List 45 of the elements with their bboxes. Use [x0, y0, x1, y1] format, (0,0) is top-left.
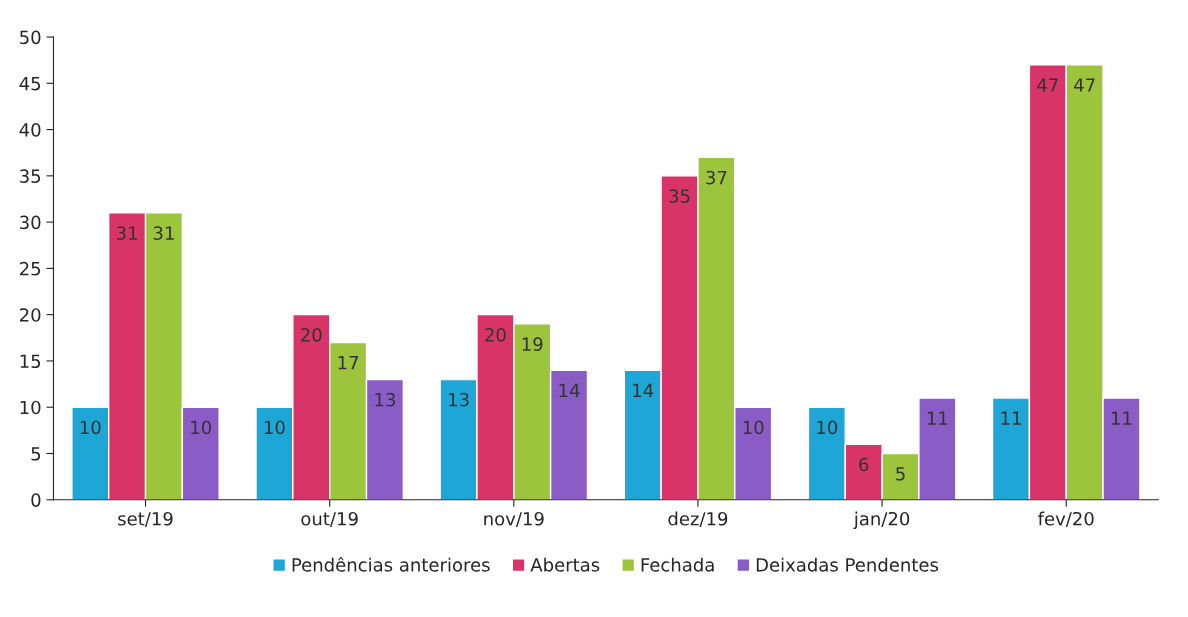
x-tick-label: jan/20 — [853, 511, 910, 530]
data-label: 20 — [301, 328, 322, 342]
data-label: 20 — [485, 328, 506, 342]
data-label: 31 — [153, 226, 174, 240]
data-label: 10 — [264, 420, 285, 435]
data-label: 13 — [449, 392, 469, 407]
data-label: 11 — [1111, 411, 1132, 425]
legend-label: Deixadas Pendentes — [756, 557, 939, 572]
data-label: 35 — [669, 189, 690, 203]
data-label: 31 — [117, 226, 137, 240]
x-tick-label: dez/19 — [668, 511, 728, 527]
y-tick-label: 15 — [20, 354, 41, 369]
x-tick-label: set/19 — [118, 511, 173, 527]
y-tick-label: 10 — [20, 400, 41, 415]
y-tick-label: 0 — [31, 493, 41, 507]
data-label: 6 — [859, 457, 869, 472]
y-tick-label: 30 — [20, 215, 41, 230]
data-label: 17 — [338, 356, 359, 370]
legend-label: Pendências anteriores — [292, 556, 490, 572]
x-tick-label: out/19 — [301, 511, 358, 527]
data-label: 47 — [1037, 78, 1058, 92]
legend-label: Fechada — [641, 557, 714, 572]
data-label: 14 — [559, 383, 580, 397]
data-label: 10 — [80, 420, 101, 435]
data-label: 14 — [633, 383, 654, 397]
data-label: 47 — [1074, 78, 1095, 92]
legend-label: Abertas — [530, 557, 600, 572]
data-label: 37 — [706, 170, 727, 185]
data-label: 10 — [743, 420, 764, 435]
y-tick-label: 40 — [19, 123, 41, 137]
y-tick-label: 50 — [20, 30, 41, 45]
y-tick-label: 35 — [20, 169, 41, 183]
data-label: 19 — [522, 337, 543, 351]
y-tick-label: 5 — [31, 447, 41, 461]
y-tick-label: 20 — [20, 308, 41, 322]
data-label: 10 — [817, 420, 838, 435]
data-label: 10 — [191, 420, 212, 435]
y-tick-label: 45 — [19, 76, 41, 91]
data-label: 11 — [927, 411, 948, 425]
y-tick-label: 25 — [20, 261, 41, 276]
data-label: 5 — [896, 467, 905, 481]
x-tick-label: nov/19 — [484, 511, 544, 527]
x-tick-label: fev/20 — [1038, 511, 1094, 527]
data-label: 13 — [375, 392, 395, 407]
data-label: 11 — [1001, 411, 1021, 425]
